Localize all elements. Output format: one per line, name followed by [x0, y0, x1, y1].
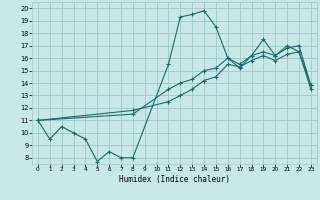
X-axis label: Humidex (Indice chaleur): Humidex (Indice chaleur) — [119, 175, 230, 184]
